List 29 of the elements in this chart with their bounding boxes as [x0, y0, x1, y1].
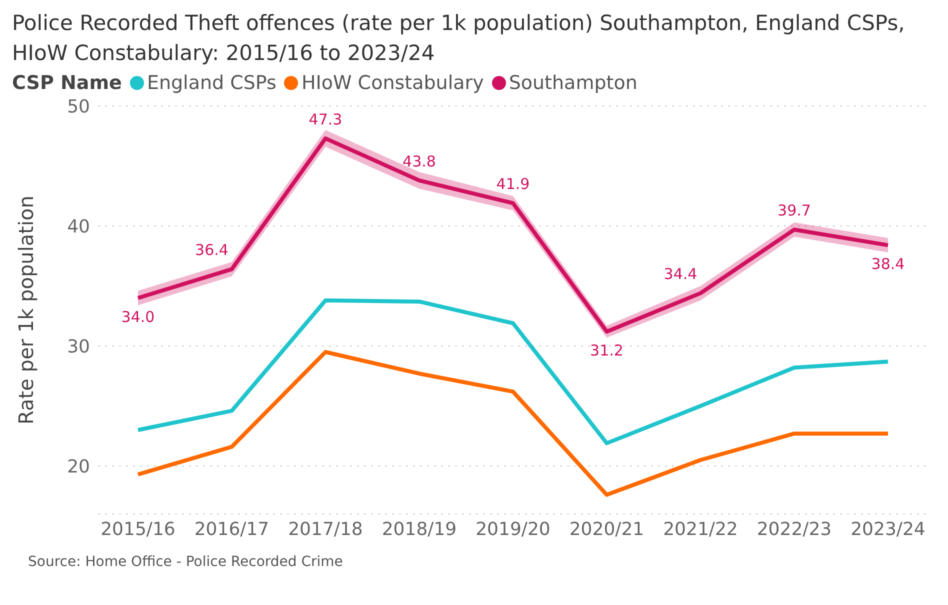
data-label: 31.2: [590, 342, 624, 360]
x-tick-label: 2015/16: [100, 518, 176, 540]
x-tick-label: 2020/21: [569, 518, 644, 540]
y-tick-label: 40: [67, 216, 90, 238]
data-label: 38.4: [871, 255, 905, 274]
data-label: 39.7: [778, 202, 811, 220]
data-label: 34.0: [121, 308, 155, 326]
x-tick-label: 2021/22: [663, 518, 738, 540]
x-tick-label: 2023/24: [850, 518, 926, 540]
x-tick-label: 2022/23: [756, 518, 832, 540]
legend-label: HIoW Constabulary: [301, 72, 484, 94]
x-tick-label: 2019/20: [476, 518, 550, 540]
data-label: 41.9: [496, 175, 530, 194]
data-label: 34.4: [664, 265, 698, 284]
legend-label: Southampton: [508, 72, 638, 94]
legend-title: CSP Name: [12, 72, 122, 94]
y-tick-label: 20: [67, 456, 90, 478]
data-label: 43.8: [402, 152, 436, 170]
x-tick-label: 2016/17: [194, 518, 270, 540]
data-label: 36.4: [195, 241, 228, 260]
chart-title: Police Recorded Theft offences (rate per 1k population) Southampton, England CSPs, HIoW Constabulary: 2015/16 to 2023/24: [12, 10, 906, 67]
x-tick-label: 2018/19: [382, 518, 457, 540]
data-label: 47.3: [308, 110, 342, 128]
y-tick-label: 50: [67, 96, 90, 118]
source-note: Source: Home Office - Police Recorded Crime: [28, 554, 344, 570]
y-tick-label: 30: [67, 336, 90, 358]
legend-label: England CSPs: [146, 72, 276, 94]
x-tick-label: 2017/18: [288, 518, 363, 540]
y-axis-title: Rate per 1k population: [14, 196, 38, 424]
